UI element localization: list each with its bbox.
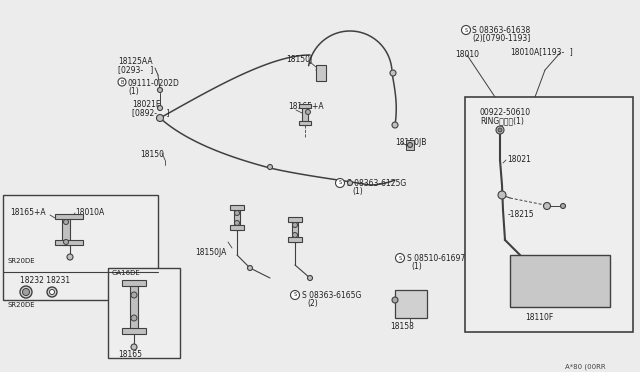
- Text: 18010A[1193-: 18010A[1193-: [510, 47, 564, 56]
- Circle shape: [543, 202, 550, 209]
- Circle shape: [408, 142, 413, 148]
- Text: 18165+A: 18165+A: [10, 208, 45, 217]
- Circle shape: [498, 191, 506, 199]
- Circle shape: [292, 232, 298, 237]
- Bar: [55, 214, 83, 219]
- Circle shape: [63, 240, 68, 244]
- Text: 18150JA: 18150JA: [195, 248, 227, 257]
- Text: 18010: 18010: [455, 50, 479, 59]
- Bar: [406, 140, 414, 150]
- Bar: [122, 280, 146, 286]
- Bar: [510, 255, 610, 307]
- Circle shape: [47, 287, 57, 297]
- Bar: [230, 225, 244, 230]
- Circle shape: [131, 344, 137, 350]
- Text: S 08363-6125G: S 08363-6125G: [347, 179, 406, 188]
- Text: 18021: 18021: [507, 155, 531, 164]
- Text: 09111-0202D: 09111-0202D: [128, 79, 180, 88]
- Circle shape: [131, 292, 137, 298]
- Text: 18021E: 18021E: [132, 100, 161, 109]
- Bar: [299, 104, 311, 108]
- Circle shape: [348, 180, 353, 186]
- Circle shape: [496, 126, 504, 134]
- Circle shape: [291, 291, 300, 299]
- Circle shape: [234, 211, 239, 215]
- Text: 18150: 18150: [140, 150, 164, 159]
- Text: [0892-    ]: [0892- ]: [132, 108, 170, 117]
- Text: [0293-   ]: [0293- ]: [118, 65, 153, 74]
- Circle shape: [392, 297, 398, 303]
- Circle shape: [49, 289, 54, 295]
- Text: GA16DE: GA16DE: [112, 270, 141, 276]
- Text: ]: ]: [565, 47, 573, 56]
- Bar: [288, 237, 302, 242]
- Circle shape: [234, 221, 239, 225]
- Circle shape: [248, 266, 253, 270]
- Bar: [234, 206, 240, 230]
- Bar: [130, 282, 138, 332]
- Text: A*80 (00RR: A*80 (00RR: [565, 363, 605, 369]
- Bar: [62, 215, 70, 245]
- Text: 18110F: 18110F: [525, 313, 553, 322]
- Circle shape: [67, 254, 73, 260]
- Bar: [55, 240, 83, 245]
- Bar: [302, 105, 308, 125]
- Text: B: B: [120, 80, 124, 84]
- Circle shape: [498, 128, 502, 132]
- Text: 18165+A: 18165+A: [288, 102, 324, 111]
- Text: RINGリング(1): RINGリング(1): [480, 116, 524, 125]
- Circle shape: [307, 276, 312, 280]
- Bar: [299, 121, 311, 125]
- Text: S: S: [339, 180, 342, 186]
- Circle shape: [292, 222, 298, 228]
- Circle shape: [157, 106, 163, 110]
- Circle shape: [157, 87, 163, 93]
- Text: 00922-50610: 00922-50610: [480, 108, 531, 117]
- Text: S: S: [465, 28, 468, 32]
- Bar: [395, 290, 427, 318]
- Bar: [292, 218, 298, 242]
- Circle shape: [131, 315, 137, 321]
- Text: SR20DE: SR20DE: [8, 302, 36, 308]
- Bar: [3, 195, 158, 300]
- Circle shape: [335, 179, 344, 187]
- Text: S 08510-61697: S 08510-61697: [407, 254, 465, 263]
- Text: 18158: 18158: [390, 322, 414, 331]
- Circle shape: [118, 78, 126, 86]
- Text: S 08363-6165G: S 08363-6165G: [302, 291, 362, 300]
- Circle shape: [22, 289, 29, 295]
- Text: (2): (2): [307, 299, 317, 308]
- Bar: [465, 97, 633, 332]
- Circle shape: [157, 115, 163, 122]
- Circle shape: [268, 164, 273, 170]
- Text: S: S: [293, 292, 296, 298]
- Bar: [122, 328, 146, 334]
- Text: 18165: 18165: [118, 350, 142, 359]
- Circle shape: [390, 70, 396, 76]
- Text: -18215: -18215: [508, 210, 534, 219]
- Text: (1): (1): [411, 262, 422, 271]
- Text: S: S: [399, 256, 401, 260]
- Text: (1): (1): [128, 87, 139, 96]
- Text: 18125AA: 18125AA: [118, 57, 152, 66]
- Bar: [230, 205, 244, 210]
- Text: 18232 18231: 18232 18231: [20, 276, 70, 285]
- Circle shape: [63, 219, 68, 224]
- Bar: [316, 65, 326, 81]
- Text: (2)[0790-1193]: (2)[0790-1193]: [472, 34, 531, 43]
- Bar: [108, 268, 180, 358]
- Bar: [288, 217, 302, 222]
- Circle shape: [20, 286, 32, 298]
- Text: (1): (1): [352, 187, 363, 196]
- Text: 18150JB: 18150JB: [395, 138, 426, 147]
- Text: SR20DE: SR20DE: [8, 258, 36, 264]
- Circle shape: [561, 203, 566, 208]
- Circle shape: [392, 122, 398, 128]
- Circle shape: [396, 253, 404, 263]
- Text: 18150J: 18150J: [286, 55, 312, 64]
- Circle shape: [461, 26, 470, 35]
- Text: 18010A: 18010A: [75, 208, 104, 217]
- Circle shape: [305, 109, 310, 115]
- Text: S 08363-61638: S 08363-61638: [472, 26, 531, 35]
